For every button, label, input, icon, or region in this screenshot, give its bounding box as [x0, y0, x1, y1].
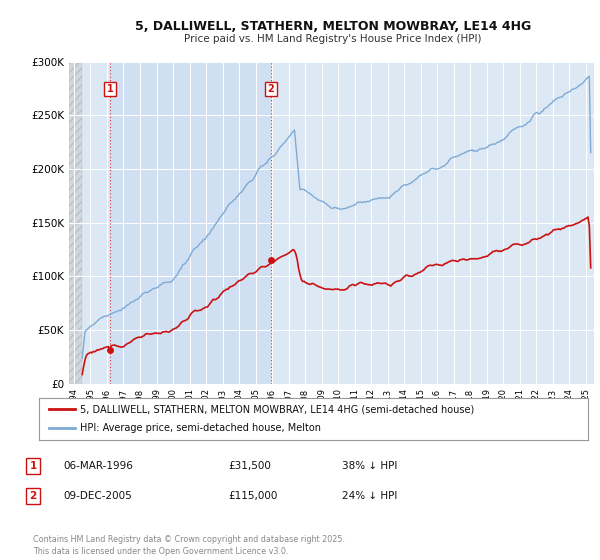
Bar	[69, 62, 82, 384]
Text: 24% ↓ HPI: 24% ↓ HPI	[342, 491, 397, 501]
Text: 2: 2	[29, 491, 37, 501]
Text: 5, DALLIWELL, STATHERN, MELTON MOWBRAY, LE14 4HG (semi-detached house): 5, DALLIWELL, STATHERN, MELTON MOWBRAY, …	[80, 404, 475, 414]
Text: 06-MAR-1996: 06-MAR-1996	[63, 461, 133, 471]
Text: HPI: Average price, semi-detached house, Melton: HPI: Average price, semi-detached house,…	[80, 423, 321, 433]
Text: 1: 1	[29, 461, 37, 471]
Text: £31,500: £31,500	[228, 461, 271, 471]
Text: 5, DALLIWELL, STATHERN, MELTON MOWBRAY, LE14 4HG: 5, DALLIWELL, STATHERN, MELTON MOWBRAY, …	[135, 20, 531, 32]
Text: 38% ↓ HPI: 38% ↓ HPI	[342, 461, 397, 471]
Text: 2: 2	[268, 84, 274, 94]
Text: Price paid vs. HM Land Registry's House Price Index (HPI): Price paid vs. HM Land Registry's House …	[184, 34, 482, 44]
Bar	[110, 62, 271, 384]
Text: £115,000: £115,000	[228, 491, 277, 501]
Text: 09-DEC-2005: 09-DEC-2005	[63, 491, 132, 501]
Text: Contains HM Land Registry data © Crown copyright and database right 2025.
This d: Contains HM Land Registry data © Crown c…	[33, 535, 345, 556]
Text: 1: 1	[107, 84, 113, 94]
